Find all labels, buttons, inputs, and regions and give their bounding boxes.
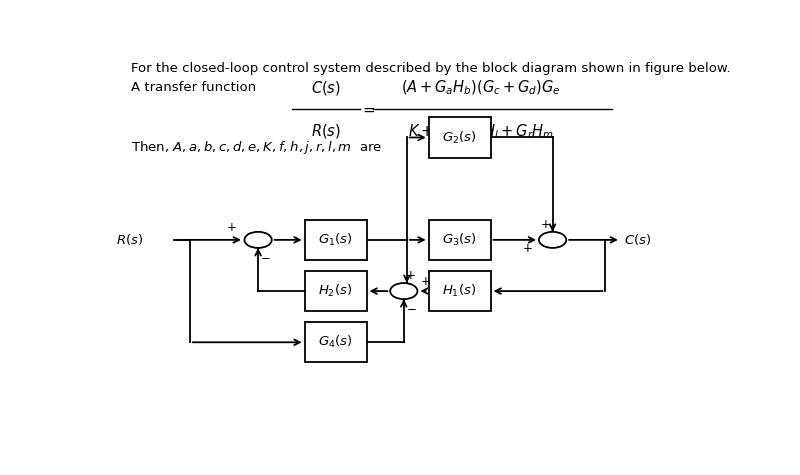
Text: For the closed-loop control system described by the block diagram shown in figur: For the closed-loop control system descr… [131,63,730,76]
Circle shape [390,283,418,299]
FancyBboxPatch shape [429,117,490,158]
Text: $R(s)$: $R(s)$ [116,232,143,247]
Text: $C(s)$: $C(s)$ [311,78,342,96]
Text: $H_2(s)$: $H_2(s)$ [318,283,353,299]
Text: A transfer function: A transfer function [131,81,256,94]
Circle shape [245,232,272,248]
Text: $G_3(s)$: $G_3(s)$ [442,232,477,248]
FancyBboxPatch shape [305,271,366,311]
Text: $=$: $=$ [360,102,377,116]
Circle shape [539,232,566,248]
Text: +: + [523,242,533,255]
Text: $-$: $-$ [260,250,270,263]
Text: $G_2(s)$: $G_2(s)$ [442,129,477,145]
FancyBboxPatch shape [305,322,366,362]
Text: $G_4(s)$: $G_4(s)$ [318,334,353,351]
FancyBboxPatch shape [429,271,490,311]
FancyBboxPatch shape [429,220,490,260]
Text: $H_1(s)$: $H_1(s)$ [442,283,477,299]
Text: Then, $A,a,b,c,d,e,K,f,h,j,r,l,m$  are: Then, $A,a,b,c,d,e,K,f,h,j,r,l,m$ are [131,139,382,156]
Text: +: + [406,269,415,282]
Text: +: + [541,218,550,231]
Text: $K+G_fG_hH_jH_l+G_rH_m$: $K+G_fG_hH_jH_l+G_rH_m$ [408,122,554,142]
Text: $C(s)$: $C(s)$ [624,232,651,247]
FancyBboxPatch shape [305,220,366,260]
Text: $-$: $-$ [406,301,416,314]
Text: $R(s)$: $R(s)$ [311,122,342,140]
Text: $G_1(s)$: $G_1(s)$ [318,232,353,248]
Text: $(A+G_aH_b)(G_c+G_d)G_e$: $(A+G_aH_b)(G_c+G_d)G_e$ [402,78,561,96]
Text: +: + [227,221,237,234]
Text: +: + [421,275,430,288]
